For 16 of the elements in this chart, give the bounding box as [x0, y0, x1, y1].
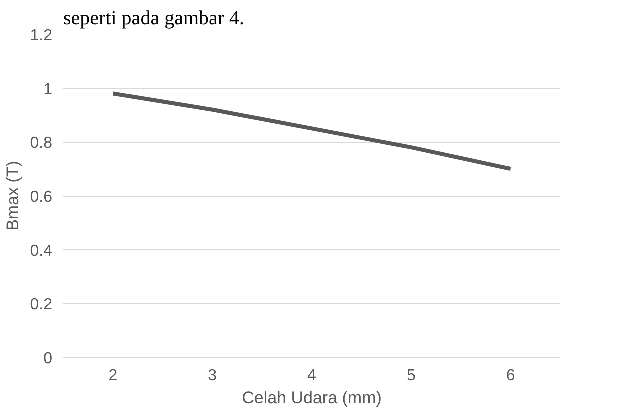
y-axis-title: Bmax (T)	[3, 161, 22, 231]
x-tick-label: 4	[308, 368, 317, 384]
y-tick-label: 0.2	[30, 296, 53, 314]
x-tick-label: 6	[506, 368, 516, 384]
x-tick-label: 2	[108, 368, 118, 384]
x-tick-label: 5	[406, 368, 416, 384]
y-tick-label: 0.6	[30, 189, 53, 206]
x-tick-label: 3	[208, 368, 218, 384]
y-tick-label: 1	[44, 81, 53, 98]
x-axis-title: Celah Udara (mm)	[242, 388, 382, 408]
text: seperti pada gambar 4.	[64, 8, 245, 30]
y-tick-label: 0.8	[30, 135, 53, 152]
y-tick-label: 1.2	[30, 28, 53, 44]
line-series	[111, 92, 513, 172]
y-tick-label: 0	[44, 350, 53, 368]
y-tick-label: 0.4	[30, 242, 53, 260]
